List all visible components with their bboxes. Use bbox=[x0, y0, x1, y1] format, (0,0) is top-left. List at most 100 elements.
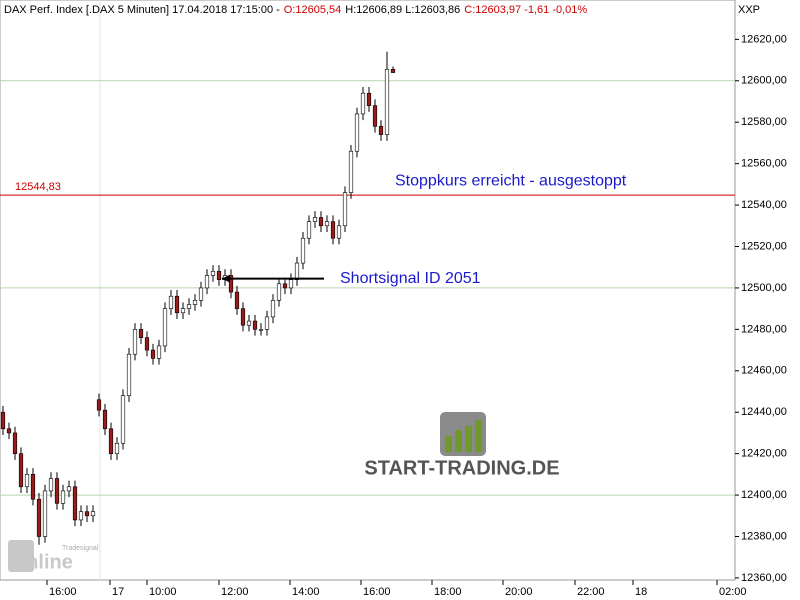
candle-body bbox=[78, 511, 84, 521]
candle-body bbox=[48, 478, 54, 492]
candle-body bbox=[354, 113, 360, 152]
candle-body bbox=[366, 92, 372, 106]
x-tick-label: 22:00 bbox=[577, 586, 605, 598]
candle-body bbox=[300, 237, 306, 264]
y-tick-label: 12600,00 bbox=[741, 75, 787, 87]
candle-body bbox=[234, 291, 240, 309]
y-tick-label: 12500,00 bbox=[741, 282, 787, 294]
candle-body bbox=[138, 329, 144, 338]
logo-bar bbox=[455, 430, 462, 452]
candle-body bbox=[102, 409, 108, 430]
y-tick-label: 12520,00 bbox=[741, 240, 787, 252]
candle-body bbox=[390, 69, 396, 73]
x-tick-label: 16:00 bbox=[49, 586, 77, 598]
candle-body bbox=[12, 432, 18, 454]
candle-body bbox=[72, 486, 78, 521]
watermark: Tradesignal bbox=[62, 545, 99, 552]
candle-body bbox=[96, 399, 102, 411]
candle-body bbox=[270, 300, 276, 318]
candle-body bbox=[204, 275, 210, 289]
y-tick-label: 12540,00 bbox=[741, 199, 787, 211]
header-part: H:12606,89 L:12603,86 bbox=[345, 4, 460, 16]
candle-body bbox=[186, 304, 192, 309]
axis-code: XXP bbox=[738, 4, 760, 16]
candle-body bbox=[30, 474, 36, 500]
candle-body bbox=[84, 511, 90, 517]
candle-body bbox=[294, 262, 300, 280]
x-tick-label: 12:00 bbox=[221, 586, 249, 598]
x-tick-label: 18:00 bbox=[434, 586, 462, 598]
header-part: DAX Perf. Index [.DAX 5 Minuten] 17.04.2… bbox=[4, 4, 280, 16]
y-tick-label: 12420,00 bbox=[741, 448, 787, 460]
candle-body bbox=[384, 69, 390, 135]
y-tick-label: 12580,00 bbox=[741, 116, 787, 128]
candle-body bbox=[66, 486, 72, 492]
candle-body bbox=[0, 411, 6, 430]
candle-body bbox=[108, 428, 114, 454]
candle-body bbox=[216, 271, 222, 280]
logo-bar bbox=[445, 436, 452, 452]
header-part: O:12605,54 bbox=[284, 4, 342, 16]
plot-area bbox=[0, 0, 736, 581]
header-part: C:12603,97 -1,61 -0,01% bbox=[464, 4, 587, 16]
logo: START-TRADING.DE bbox=[364, 412, 560, 479]
y-tick-label: 12440,00 bbox=[741, 406, 787, 418]
candle-body bbox=[54, 478, 60, 504]
watermark-box bbox=[8, 540, 34, 572]
candle-body bbox=[42, 490, 48, 537]
y-tick-label: 12620,00 bbox=[741, 33, 787, 45]
y-tick-label: 12380,00 bbox=[741, 530, 787, 542]
candle-body bbox=[144, 337, 150, 351]
y-tick-label: 12480,00 bbox=[741, 323, 787, 335]
candle-body bbox=[192, 300, 198, 305]
candle-body bbox=[246, 320, 252, 326]
candle-body bbox=[306, 221, 312, 239]
candle-body bbox=[150, 349, 156, 359]
logo-text: START-TRADING.DE bbox=[364, 457, 559, 479]
y-tick-label: 12400,00 bbox=[741, 489, 787, 501]
candle-body bbox=[348, 150, 354, 193]
x-tick-label: 10:00 bbox=[149, 586, 177, 598]
candle-body bbox=[276, 283, 282, 301]
candle-body bbox=[132, 329, 138, 355]
candle-body bbox=[360, 92, 366, 115]
candle-body bbox=[288, 279, 294, 289]
candle-body bbox=[114, 442, 120, 454]
candle-body bbox=[198, 287, 204, 301]
candle-body bbox=[240, 308, 246, 326]
candle-body bbox=[336, 225, 342, 239]
x-tick-label: 17 bbox=[112, 586, 124, 598]
candle-body bbox=[210, 271, 216, 276]
candle-body bbox=[18, 453, 24, 488]
candle-body bbox=[156, 345, 162, 359]
candle-body bbox=[60, 490, 66, 504]
y-tick-label: 12360,00 bbox=[741, 572, 787, 584]
signal-annotation: Shortsignal ID 2051 bbox=[340, 270, 481, 287]
x-tick-label: 02:00 bbox=[719, 586, 747, 598]
y-tick-label: 12460,00 bbox=[741, 365, 787, 377]
candle-body bbox=[120, 395, 126, 444]
candle-body bbox=[282, 283, 288, 289]
x-tick-label: 14:00 bbox=[292, 586, 320, 598]
candle-body bbox=[330, 221, 336, 239]
candle-body bbox=[318, 217, 324, 227]
candle-body bbox=[126, 353, 132, 396]
stop-annotation: Stoppkurs erreicht - ausgestoppt bbox=[395, 172, 627, 189]
candle-body bbox=[6, 428, 12, 434]
candle-body bbox=[228, 275, 234, 293]
logo-bar bbox=[475, 420, 482, 452]
candle-body bbox=[174, 295, 180, 314]
candle-body bbox=[324, 221, 330, 227]
candle-body bbox=[24, 474, 30, 488]
header: DAX Perf. Index [.DAX 5 Minuten] 17.04.2… bbox=[4, 4, 587, 16]
x-tick-label: 16:00 bbox=[363, 586, 391, 598]
x-tick-label: 20:00 bbox=[505, 586, 533, 598]
candle-body bbox=[162, 308, 168, 347]
candle-body bbox=[258, 329, 264, 331]
candle-body bbox=[264, 316, 270, 330]
candle-body bbox=[312, 217, 318, 222]
stop-label: 12544,83 bbox=[15, 181, 61, 193]
candle-body bbox=[90, 511, 96, 517]
candle-body bbox=[372, 105, 378, 127]
